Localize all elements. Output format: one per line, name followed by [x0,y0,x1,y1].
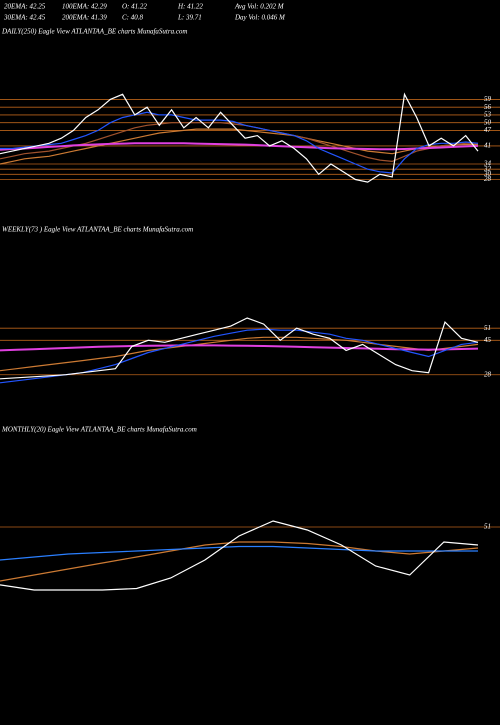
panel-title: MONTHLY(20) Eagle View ATLANTAA_BE chart… [1,426,197,434]
header-stat: 200EMA: 41.39 [62,14,107,22]
y-tick-label: 51 [484,324,491,332]
header-stat: 30EMA: 42.45 [3,14,46,22]
y-tick-label: 51 [484,523,491,531]
header-stat: H: 41.22 [177,3,203,11]
price-line [0,92,479,183]
header-stat: Day Vol: 0.046 M [234,14,286,22]
panel-title: DAILY(250) Eagle View ATLANTAA_BE charts… [1,28,187,36]
y-tick-label: 45 [484,336,492,344]
header-stat: Avg Vol: 0.202 M [234,3,285,11]
price-line [0,128,478,165]
price-line [0,336,479,372]
price-line [0,520,479,591]
y-tick-label: 30 [483,170,492,178]
header-stat: 100EMA: 42.29 [62,3,107,11]
y-tick-label: 28 [484,370,492,378]
y-tick-label: 47 [484,126,492,134]
header-stat: L: 39.71 [177,14,202,22]
header-stat: O: 41.22 [122,3,147,11]
panel-title: WEEKLY(73 ) Eagle View ATLANTAA_BE chart… [2,226,193,234]
header-stat: C: 40.8 [122,14,144,22]
price-line [0,317,479,380]
y-tick-label: 59 [484,95,492,103]
y-tick-label: 53 [484,111,492,119]
y-tick-label: 50 [484,118,492,126]
header-stat: 20EMA: 42.25 [4,3,46,11]
y-tick-label: 34 [483,160,492,168]
price-line [0,142,479,151]
y-tick-label: 28 [484,175,492,183]
y-tick-label: 41 [484,142,491,150]
price-line [0,541,479,582]
price-line [0,111,479,174]
y-tick-label: 32 [483,165,492,173]
y-tick-label: 56 [484,103,492,111]
price-line [0,545,478,561]
